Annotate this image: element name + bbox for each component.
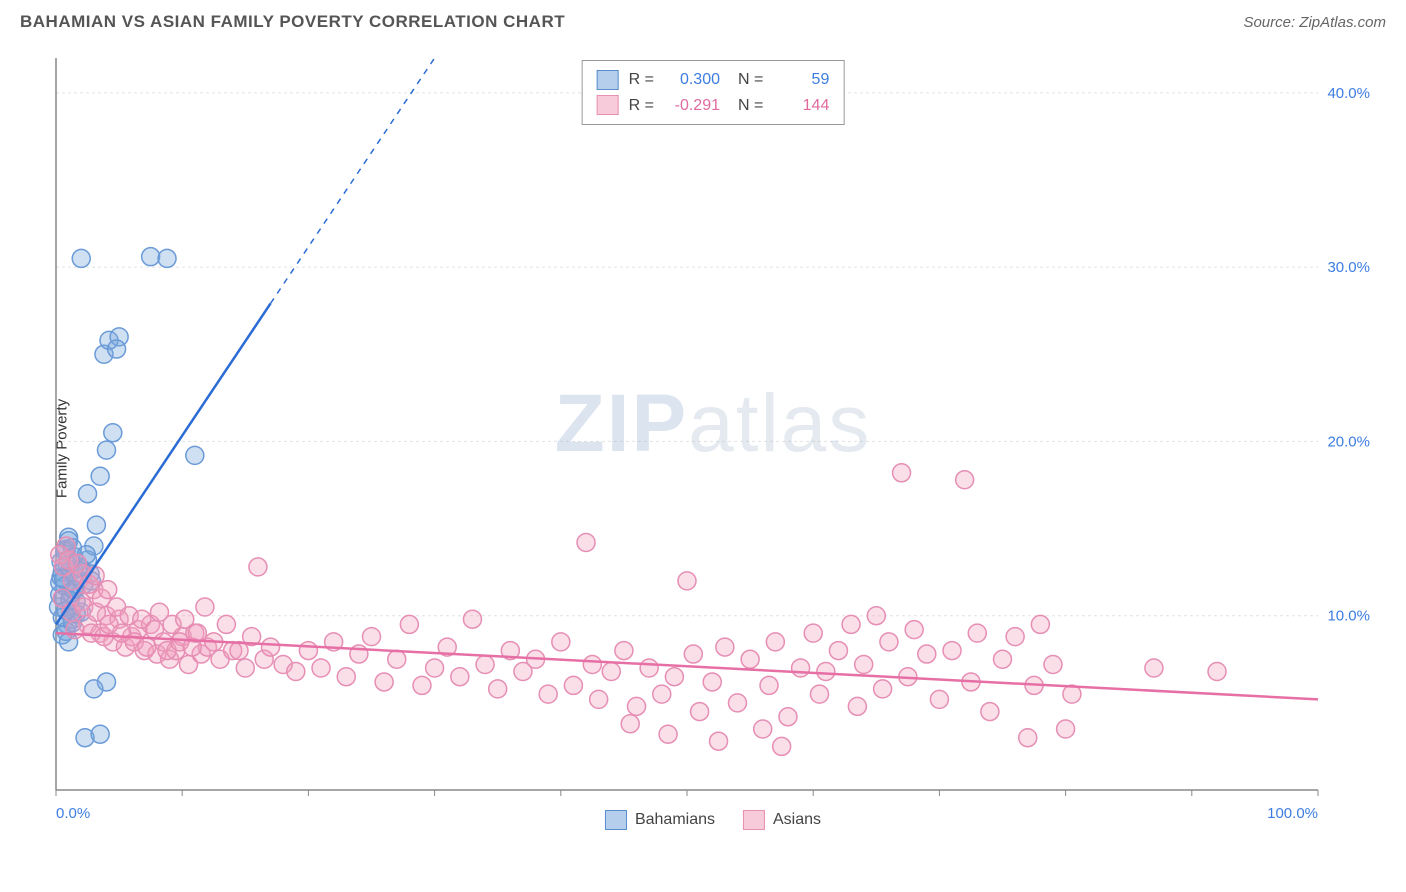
stat-r-value: 0.300 xyxy=(664,67,720,93)
stat-r-label: R = xyxy=(629,93,654,119)
stat-n-label: N = xyxy=(738,67,763,93)
svg-text:40.0%: 40.0% xyxy=(1327,85,1370,102)
legend-swatch-blue xyxy=(605,810,627,830)
svg-text:20.0%: 20.0% xyxy=(1327,433,1370,450)
svg-text:30.0%: 30.0% xyxy=(1327,259,1370,276)
chart-area: Family Poverty 10.0%20.0%30.0%40.0%0.0%1… xyxy=(48,50,1378,830)
legend-swatch-pink xyxy=(743,810,765,830)
svg-text:0.0%: 0.0% xyxy=(56,805,90,822)
chart-source: Source: ZipAtlas.com xyxy=(1243,14,1386,31)
legend-item: Bahamians xyxy=(605,810,715,830)
legend-label: Bahamians xyxy=(635,811,715,829)
stat-n-label: N = xyxy=(738,93,763,119)
chart-header: BAHAMIAN VS ASIAN FAMILY POVERTY CORRELA… xyxy=(0,0,1406,40)
svg-text:100.0%: 100.0% xyxy=(1267,805,1318,822)
legend-item: Asians xyxy=(743,810,821,830)
stat-n-value: 59 xyxy=(773,67,829,93)
svg-text:10.0%: 10.0% xyxy=(1327,608,1370,625)
stat-r-value: -0.291 xyxy=(664,93,720,119)
chart-title: BAHAMIAN VS ASIAN FAMILY POVERTY CORRELA… xyxy=(20,12,565,32)
stats-row: R = 0.300 N = 59 xyxy=(597,67,830,93)
legend-label: Asians xyxy=(773,811,821,829)
stats-legend-box: R = 0.300 N = 59 R = -0.291 N = 144 xyxy=(582,60,845,125)
legend-swatch-blue xyxy=(597,70,619,90)
stat-n-value: 144 xyxy=(773,93,829,119)
scatter-plot: 10.0% 20.0% 30.0% 40.0% 0.0% 100.0% xyxy=(48,50,1378,830)
legend-swatch-pink xyxy=(597,95,619,115)
bottom-legend: Bahamians Asians xyxy=(605,810,821,830)
stat-r-label: R = xyxy=(629,67,654,93)
stats-row: R = -0.291 N = 144 xyxy=(597,93,830,119)
